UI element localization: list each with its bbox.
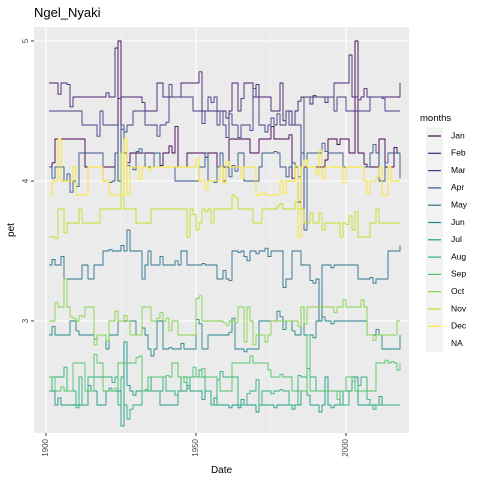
legend-label: Sep <box>451 269 466 279</box>
x-tick-label: 1900 <box>41 438 50 456</box>
y-tick-label: 3 <box>21 318 30 323</box>
legend-label: May <box>451 199 468 209</box>
series-line-nov <box>49 152 400 239</box>
legend-key <box>426 335 443 353</box>
legend-label: NA <box>451 338 463 348</box>
series-line-sep <box>49 334 401 400</box>
series-line-jul <box>49 341 400 427</box>
series-line-dec <box>49 138 400 238</box>
x-axis-title: Date <box>211 465 233 476</box>
legend-label: Jun <box>451 217 465 227</box>
legend-label: Mar <box>451 165 466 175</box>
legend-label: Feb <box>451 148 466 158</box>
chart-title: Ngel_Nyaki <box>34 5 101 20</box>
legend: months Jan Feb Mar Apr May Jun Jul Aug Sep Oct Nov… <box>420 113 468 353</box>
legend-label: Oct <box>451 286 465 296</box>
legend-label: Aug <box>451 251 466 261</box>
x-tick-label: 1950 <box>191 438 200 456</box>
legend-title: months <box>420 113 451 124</box>
y-axis-title: pet <box>6 223 17 237</box>
series-line-jun <box>49 306 401 357</box>
legend-label: Jul <box>451 234 462 244</box>
legend-label: Dec <box>451 321 467 331</box>
x-tick-label: 2000 <box>341 438 350 456</box>
y-tick-label: 5 <box>21 38 30 43</box>
series-lines <box>49 40 401 427</box>
y-tick-label: 4 <box>21 178 30 183</box>
series-line-may <box>49 229 401 322</box>
legend-label: Nov <box>451 303 467 313</box>
legend-label: Jan <box>451 130 465 140</box>
legend-label: Apr <box>451 182 464 192</box>
series-line-oct <box>49 278 400 346</box>
series-line-aug <box>49 366 400 420</box>
series-line-feb <box>49 47 401 126</box>
axes: 1900 1950 2000 3 4 5 <box>21 38 350 457</box>
